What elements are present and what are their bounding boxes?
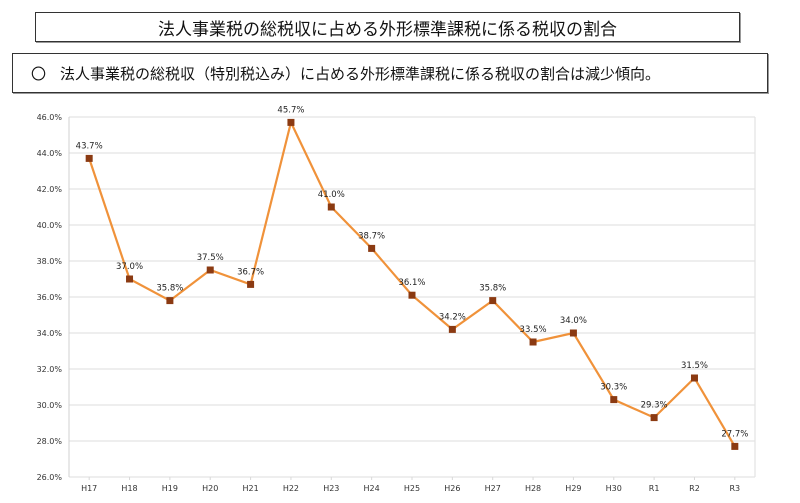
data-point-marker — [610, 396, 618, 404]
data-point-marker — [368, 244, 376, 252]
data-label: 35.8% — [156, 284, 183, 294]
x-tick-label: H23 — [323, 484, 339, 493]
data-label: 30.3% — [600, 383, 627, 393]
data-label: 37.0% — [116, 262, 143, 272]
y-tick-label: 30.0% — [37, 401, 63, 410]
chart-title-box: 法人事業税の総税収に占める外形標準課税に係る税収の割合 — [35, 12, 740, 42]
data-label: 36.7% — [237, 267, 264, 277]
x-tick-label: H29 — [565, 484, 581, 493]
x-tick-label: R1 — [649, 484, 660, 493]
data-point-marker — [327, 203, 335, 211]
data-point-marker — [650, 414, 658, 422]
y-tick-label: 40.0% — [37, 221, 63, 230]
x-tick-label: H27 — [485, 484, 501, 493]
x-tick-label: H17 — [81, 484, 97, 493]
x-tick-label: H18 — [121, 484, 137, 493]
data-point-marker — [690, 374, 698, 382]
data-label: 34.0% — [560, 316, 587, 326]
data-label: 27.7% — [721, 429, 748, 439]
x-tick-label: H19 — [162, 484, 178, 493]
y-tick-label: 42.0% — [37, 185, 63, 194]
data-label: 34.2% — [439, 312, 466, 322]
data-point-marker — [569, 329, 577, 337]
data-label: 41.0% — [318, 190, 345, 200]
data-label: 31.5% — [681, 361, 708, 371]
data-point-marker — [126, 275, 134, 283]
data-point-marker — [489, 297, 497, 305]
x-tick-label: H21 — [242, 484, 258, 493]
data-point-marker — [448, 325, 456, 333]
data-label: 45.7% — [277, 105, 304, 115]
data-label: 43.7% — [76, 141, 103, 151]
data-point-marker — [408, 291, 416, 299]
x-tick-label: H22 — [283, 484, 299, 493]
data-point-marker — [731, 442, 739, 450]
data-point-marker — [166, 297, 174, 305]
data-label: 38.7% — [358, 231, 385, 241]
y-tick-label: 36.0% — [37, 293, 63, 302]
data-point-marker — [85, 154, 93, 162]
bullet-icon: 〇 — [31, 64, 47, 83]
x-tick-label: H28 — [525, 484, 541, 493]
x-tick-label: H26 — [444, 484, 460, 493]
data-label: 35.8% — [479, 284, 506, 294]
summary-box: 〇 法人事業税の総税収（特別税込み）に占める外形標準課税に係る税収の割合は減少傾… — [12, 53, 768, 93]
x-tick-label: H24 — [364, 484, 380, 493]
y-tick-label: 38.0% — [37, 257, 63, 266]
data-point-marker — [206, 266, 214, 274]
data-point-marker — [247, 280, 255, 288]
x-tick-label: H25 — [404, 484, 420, 493]
y-tick-label: 26.0% — [37, 473, 63, 482]
y-tick-label: 46.0% — [37, 113, 63, 122]
data-point-marker — [529, 338, 537, 346]
y-tick-label: 32.0% — [37, 365, 63, 374]
data-label: 29.3% — [641, 401, 668, 411]
x-tick-label: R2 — [689, 484, 700, 493]
x-tick-label: H20 — [202, 484, 218, 493]
chart-title: 法人事業税の総税収に占める外形標準課税に係る税収の割合 — [158, 19, 617, 40]
data-label: 36.1% — [398, 278, 425, 288]
x-tick-label: H30 — [606, 484, 622, 493]
x-tick-label: R3 — [729, 484, 740, 493]
y-tick-label: 28.0% — [37, 437, 63, 446]
y-tick-label: 34.0% — [37, 329, 63, 338]
data-label: 33.5% — [520, 325, 547, 335]
y-tick-label: 44.0% — [37, 149, 63, 158]
data-label: 37.5% — [197, 253, 224, 263]
summary-text: 法人事業税の総税収（特別税込み）に占める外形標準課税に係る税収の割合は減少傾向。 — [60, 64, 661, 83]
data-point-marker — [287, 118, 295, 126]
